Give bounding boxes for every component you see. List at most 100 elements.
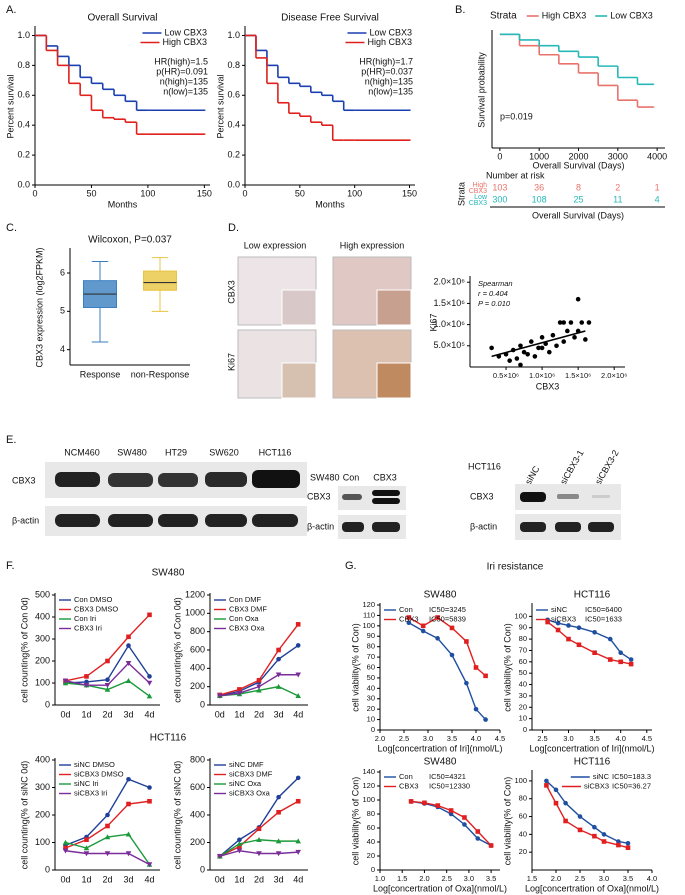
marker [105, 823, 110, 829]
x-tick-label: 3.5 [623, 874, 633, 883]
marker [146, 680, 153, 686]
marker [147, 785, 152, 790]
marker [104, 834, 111, 840]
marker [295, 775, 301, 781]
y-tick-label: 0.4 [227, 120, 240, 130]
chart-title: HCT116 [574, 590, 611, 601]
point [568, 320, 574, 325]
marker [236, 841, 243, 847]
marker [607, 657, 613, 662]
x-tick-label: 2d [254, 709, 264, 719]
x-tick-label: 4.0 [615, 734, 625, 743]
risk-count: 4 [655, 194, 660, 204]
point [583, 337, 588, 342]
marker [577, 814, 583, 819]
x-tick-label: Response [80, 369, 121, 379]
y-axis-label: cell viability(% of Con) [502, 623, 512, 712]
legend-ic50: IC50=3245 [429, 605, 466, 614]
x-tick-label: 0 [497, 151, 502, 161]
legend-label: siCBX3 [584, 781, 609, 790]
marker [553, 787, 559, 793]
y-tick-label: 0 [200, 864, 205, 874]
y-tick-label: 40 [519, 680, 527, 689]
marker [576, 642, 582, 648]
y-tick-label: 40 [367, 683, 375, 692]
x-tick-label: 100 [347, 188, 362, 198]
x-tick-label: 0d [215, 874, 225, 884]
y-tick-label: 0.6 [227, 90, 240, 100]
x-tick-label: 1d [81, 709, 91, 719]
group-title: HCT116 [150, 733, 187, 744]
y-tick-label: 0 [200, 699, 205, 709]
y-tick-label: 800 [190, 754, 205, 764]
marker [592, 833, 597, 839]
marker [275, 683, 282, 689]
marker [62, 848, 69, 854]
y-tick-label: 70 [367, 652, 375, 661]
y-axis-label: cell viability(% of Con) [350, 777, 360, 866]
point [514, 356, 520, 361]
x-axis-label: Log[concertration of Iri](nmol/L) [529, 743, 654, 753]
y-tick-label: 100 [35, 677, 50, 687]
marker [544, 783, 549, 788]
y-tick-label: 70 [519, 645, 527, 654]
marker [146, 693, 153, 699]
marker [125, 831, 132, 837]
legend-ic50: IC50=1633 [585, 614, 622, 623]
legend-label: CBX3 DMSO [74, 604, 118, 613]
y-tick-label: 1.0 [227, 30, 240, 40]
marker [420, 623, 426, 629]
marker [618, 650, 623, 656]
legend-label: siNC Oxa [229, 779, 262, 788]
point [575, 296, 581, 302]
marker [236, 690, 243, 696]
y-tick-label: 300 [35, 633, 50, 643]
risk-count: 103 [492, 182, 507, 192]
chart-title: Overall Survival [87, 13, 157, 24]
x-tick-label: 4d [144, 709, 154, 719]
legend-label: Con [399, 772, 413, 781]
marker [256, 687, 262, 693]
y-axis-label: Percent survival [5, 74, 15, 138]
y-tick-label: 400 [190, 663, 205, 673]
x-tick-label: 150 [402, 188, 417, 198]
marker [276, 647, 281, 653]
point [579, 320, 585, 325]
y-tick-label: 80 [519, 794, 527, 803]
marker [449, 625, 455, 631]
chart-title: HCT116 [574, 757, 611, 768]
y-tick-label: 30 [519, 691, 527, 700]
x-tick-label: 2d [102, 874, 112, 884]
y-tick-label: 0.6 [17, 90, 30, 100]
y-tick-label: 2.0×10⁶ [434, 277, 466, 287]
x-tick-label: 2000 [568, 151, 588, 161]
marker [275, 838, 282, 844]
point [557, 320, 563, 325]
panel-label: B. [455, 4, 465, 16]
risk-count: 36 [534, 182, 544, 192]
x-axis-label: Months [315, 199, 345, 209]
marker [566, 623, 571, 628]
marker [275, 851, 282, 857]
blot-right: HCT116 siNC siCBX3-1 siCBX3-2 CBX3 β-act… [468, 448, 621, 540]
legend-label: Con DMF [229, 595, 262, 604]
risk-count: 1 [655, 182, 660, 192]
y-axis-label: cell viability(% of Con) [350, 623, 360, 712]
panel-label: E. [6, 434, 16, 446]
blot-cell: SW480 [310, 472, 340, 482]
legend-label: Con [399, 605, 413, 614]
x-tick-label: 3.5 [486, 874, 496, 883]
x-tick-label: 1.0 [375, 874, 385, 883]
x-tick-label: 3d [123, 874, 133, 884]
y-tick-label: 400 [35, 754, 50, 764]
marker [147, 612, 152, 618]
y-tick-label: 0 [523, 725, 527, 734]
y-tick-label: 1.0×10⁶ [434, 319, 466, 329]
marker [545, 619, 550, 625]
marker [625, 845, 631, 851]
x-tick-label: 0 [242, 188, 247, 198]
y-tick-label: 0.2 [227, 149, 240, 159]
marker [146, 862, 153, 868]
legend-label: Low CBX3 [164, 27, 207, 37]
y-tick-label: 80 [367, 809, 375, 818]
